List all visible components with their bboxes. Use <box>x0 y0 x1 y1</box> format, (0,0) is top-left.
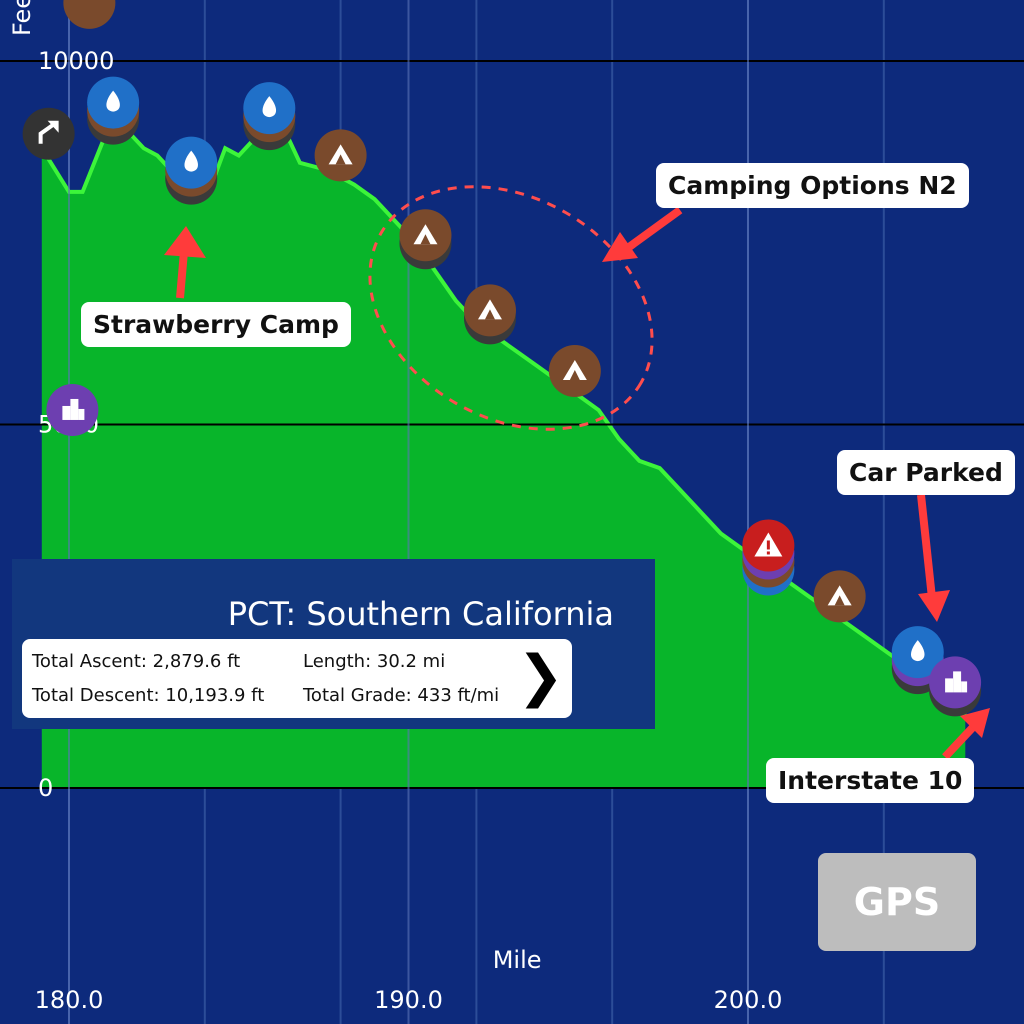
y-tick-label: 0 <box>38 774 53 802</box>
marker-disc <box>63 0 116 29</box>
waypoint-marker[interactable] <box>87 76 140 145</box>
tent-icon <box>562 359 587 380</box>
car-arrowhead <box>918 590 950 622</box>
x-axis-label: Mile <box>493 946 542 974</box>
city-icon <box>62 398 85 420</box>
marker-disc <box>22 107 75 160</box>
waypoint-marker[interactable] <box>742 519 795 596</box>
callout-car-parked: Car Parked <box>837 450 1015 495</box>
total-ascent: Total Ascent: 2,879.6 ft <box>32 651 241 672</box>
waypoint-marker[interactable] <box>929 656 982 717</box>
strawberry-arrowhead <box>164 226 206 258</box>
interstate-arrowhead <box>960 708 990 738</box>
water-drop-icon <box>911 640 925 662</box>
water-drop-icon <box>262 96 277 118</box>
waypoint-marker[interactable] <box>22 107 75 160</box>
y-tick-label: 10000 <box>38 47 114 75</box>
callout-strawberry-camp: Strawberry Camp <box>81 302 351 347</box>
tent-icon <box>328 144 353 165</box>
route-stats-card[interactable]: Total Ascent: 2,879.6 ft Total Descent: … <box>22 639 572 718</box>
gps-button[interactable]: GPS <box>818 853 976 951</box>
route-title: PCT: Southern California <box>227 595 614 633</box>
water-drop-icon <box>106 90 120 112</box>
camping-arrowhead <box>602 232 638 262</box>
tent-icon <box>413 224 438 245</box>
route-length: Length: 30.2 mi <box>303 651 446 672</box>
chevron-right-icon[interactable]: ❯ <box>517 644 564 709</box>
waypoint-marker[interactable] <box>399 209 452 270</box>
car-arrow <box>917 494 936 599</box>
callout-interstate-10: Interstate 10 <box>766 758 975 803</box>
waypoint-marker[interactable] <box>813 570 866 623</box>
waypoint-markers[interactable] <box>22 0 982 717</box>
x-tick-label: 180.0 <box>35 986 104 1014</box>
waypoint-marker[interactable] <box>243 82 296 151</box>
city-icon <box>945 671 968 693</box>
total-grade: Total Grade: 433 ft/mi <box>303 685 500 706</box>
camping-arrow <box>622 206 683 254</box>
callout-camping-options: Camping Options N2 <box>656 163 969 208</box>
waypoint-marker[interactable] <box>46 383 99 436</box>
water-drop-icon <box>184 150 198 172</box>
tent-icon <box>477 299 502 320</box>
total-descent: Total Descent: 10,193.9 ft <box>32 685 265 706</box>
route-summary-panel[interactable]: PCT: Southern California Total Ascent: 2… <box>12 559 655 729</box>
waypoint-marker[interactable] <box>165 136 218 205</box>
callout-arrows <box>164 206 990 760</box>
camping-options-highlight <box>368 185 654 431</box>
y-axis-label: Feet <box>8 0 36 36</box>
waypoint-marker[interactable] <box>63 0 116 29</box>
waypoint-marker[interactable] <box>314 129 367 182</box>
x-tick-label: 200.0 <box>714 986 783 1014</box>
waypoint-marker[interactable] <box>548 344 601 397</box>
tent-icon <box>827 585 852 606</box>
x-tick-label: 190.0 <box>374 986 443 1014</box>
waypoint-marker[interactable] <box>463 284 516 345</box>
turn-arrow-icon <box>38 120 59 144</box>
interstate-arrow <box>942 722 978 760</box>
warning-icon <box>754 532 783 557</box>
